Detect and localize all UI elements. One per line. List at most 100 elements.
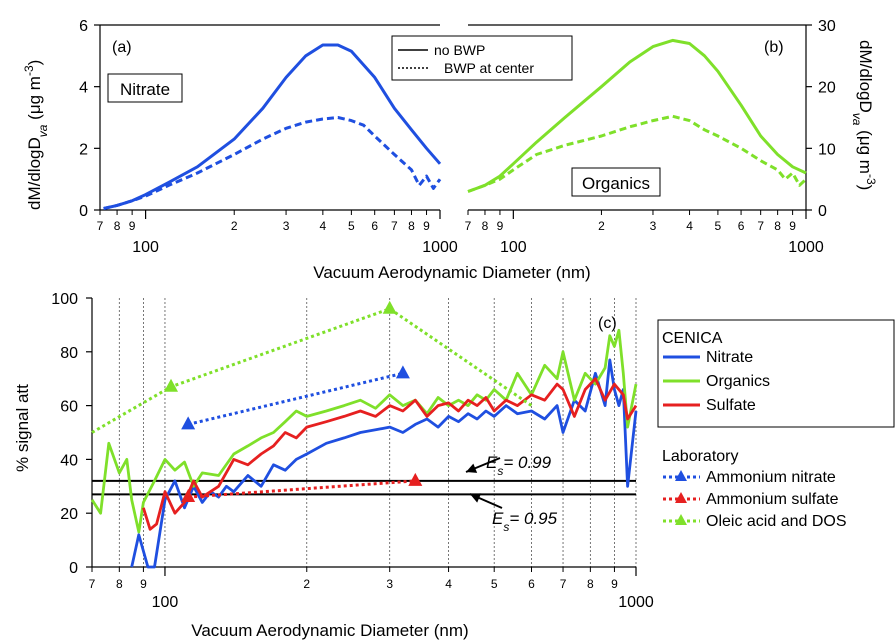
panel-a-x-major-tick-label: 100: [132, 239, 159, 256]
legend-solid-label: no BWP: [434, 42, 485, 58]
panel-a-y-label-part: ): [25, 60, 44, 66]
legend-cenica-label: Sulfate: [706, 397, 756, 414]
panel-b-x-minor-tick-label: 8: [482, 219, 489, 233]
panel-b-x-minor-tick-label: 2: [598, 219, 605, 233]
panel-c-lab-marker: [395, 365, 410, 379]
panel-c-y-tick-label: 20: [60, 506, 78, 523]
panel-c-y-axis-label: % signal att: [13, 384, 32, 472]
panel-c-series-laboratory: [187, 371, 404, 426]
panel-b-x-minor-tick-label: 8: [774, 219, 781, 233]
panel-c-y-tick-label: 0: [69, 560, 78, 577]
panel-c-x-minor-tick-label: 8: [116, 577, 123, 591]
panel-b-series-dotted: [467, 114, 808, 193]
panel-a-species-label: Nitrate: [120, 80, 170, 99]
panel-b-x-minor-tick-label: 7: [757, 219, 764, 233]
panel-a-x-minor-tick-label: 9: [423, 219, 430, 233]
panel-b-y-label-part: ): [856, 185, 875, 191]
panel-b-x-minor-tick-label: 9: [497, 219, 504, 233]
panel-a-x-major-tick-label: 1000: [422, 239, 458, 256]
legend-lab-label: Ammonium nitrate: [706, 469, 836, 486]
panel-a-x-minor-tick-label: 8: [114, 219, 121, 233]
panel-b-x-minor-tick-label: 3: [650, 219, 657, 233]
panel-c-series-cenica: [90, 328, 638, 534]
panel-b-y-label-part: dM/dlogD: [856, 40, 875, 113]
panel-b-x-minor-tick-label: 4: [686, 219, 693, 233]
legend-cenica-title: CENICA: [662, 330, 723, 347]
legend-lab-marker: [675, 492, 687, 503]
panel-c-x-minor-tick-label: 7: [560, 577, 567, 591]
es-label-part: E: [492, 509, 504, 528]
panel-c-x-minor-tick-label: 9: [611, 577, 618, 591]
panel-b-species-label: Organics: [582, 174, 650, 193]
es-label-part: s: [497, 464, 503, 478]
panel-a-x-minor-tick-label: 5: [348, 219, 355, 233]
panel-c-lab-marker: [181, 416, 196, 430]
panel-b-x-minor-tick-label: 7: [465, 219, 472, 233]
panel-b-x-major-tick-label: 1000: [788, 239, 824, 256]
panel-c-x-axis-label: Vacuum Aerodynamic Diameter (nm): [191, 621, 468, 640]
panel-b-x-major-tick-label: 100: [500, 239, 527, 256]
panel-c-y-tick-label: 40: [60, 452, 78, 469]
panel-c-x-minor-tick-label: 3: [386, 577, 393, 591]
legend-dotted-label: BWP at center: [444, 60, 534, 76]
legend-lab-marker: [675, 514, 687, 525]
panel-a-x-minor-tick-label: 9: [129, 219, 136, 233]
panel-a-legend-box: [391, 35, 573, 81]
panel-b-x-minor-tick-label: 9: [789, 219, 796, 233]
panel-a-x-minor-tick-label: 7: [391, 219, 398, 233]
panel-c-y-tick-label: 80: [60, 345, 78, 362]
es-label: Es= 0.99: [486, 453, 552, 478]
panel-c-label: (c): [598, 315, 617, 332]
legend-lab-marker: [675, 470, 687, 481]
panel-a-x-minor-tick-label: 4: [320, 219, 327, 233]
panel-a-y-label-part: (μg m: [25, 76, 44, 125]
es-label-part: = 0.99: [503, 453, 551, 472]
panel-a-series-dotted: [103, 116, 442, 210]
panel-c-lab-marker: [181, 489, 196, 503]
es-label-part: E: [486, 453, 498, 472]
legend-cenica-label: Organics: [706, 373, 770, 390]
panel-b-species-box: [571, 167, 661, 197]
panel-c-x-major-tick-label: 1000: [618, 594, 654, 611]
panel-a-x-minor-tick-label: 6: [371, 219, 378, 233]
panel-b-y-tick-label: 20: [818, 80, 836, 97]
panel-b-label: (b): [764, 39, 784, 56]
panel-c-lab-marker: [164, 378, 179, 392]
panel-c-lab-marker: [382, 300, 397, 314]
panel-a-series-solid: [103, 43, 442, 210]
panel-a-y-tick-label: 4: [79, 80, 88, 97]
panel-a-y-tick-label: 6: [79, 18, 88, 35]
panel-b-y-axis-label: dM/dlogDva (μg m-3): [850, 40, 878, 190]
panel-a-y-label-part: va: [36, 124, 50, 137]
panel-c-x-minor-tick-label: 9: [140, 577, 147, 591]
panel-c-legend-box: [657, 319, 895, 428]
legend-lab-label: Ammonium sulfate: [706, 491, 839, 508]
panel-b-series-solid: [467, 38, 807, 193]
panel-c-series-cenica: [142, 377, 638, 531]
es-label: Es= 0.95: [492, 509, 558, 534]
panel-c-y-tick-label: 100: [51, 291, 78, 308]
panel-c-x-minor-tick-label: 6: [528, 577, 535, 591]
panel-a-y-tick-label: 2: [79, 141, 88, 158]
panel-c-x-minor-tick-label: 7: [89, 577, 96, 591]
panel-a-species-box: [107, 73, 183, 103]
top-x-axis-label: Vacuum Aerodynamic Diameter (nm): [313, 263, 590, 282]
panel-b-y-label-part: -3: [864, 174, 878, 185]
legend-lab-label: Oleic acid and DOS: [706, 513, 847, 530]
panel-b-y-label-part: va: [850, 113, 864, 126]
panel-c-x-minor-tick-label: 5: [491, 577, 498, 591]
panel-c-series-laboratory: [187, 479, 416, 499]
panel-c-x-minor-tick-label: 4: [445, 577, 452, 591]
es-arrow-head: [470, 493, 482, 503]
panel-a-x-minor-tick-label: 8: [408, 219, 415, 233]
es-arrow-head: [466, 463, 478, 473]
panel-a-x-minor-tick-label: 2: [231, 219, 238, 233]
panel-c-x-minor-tick-label: 8: [587, 577, 594, 591]
panel-c-lab-marker: [408, 472, 423, 486]
panel-c-y-tick-label: 60: [60, 399, 78, 416]
panel-a-y-axis-label: dM/dlogDva (μg m-3): [22, 60, 50, 210]
panel-c-x-minor-tick-label: 2: [303, 577, 310, 591]
